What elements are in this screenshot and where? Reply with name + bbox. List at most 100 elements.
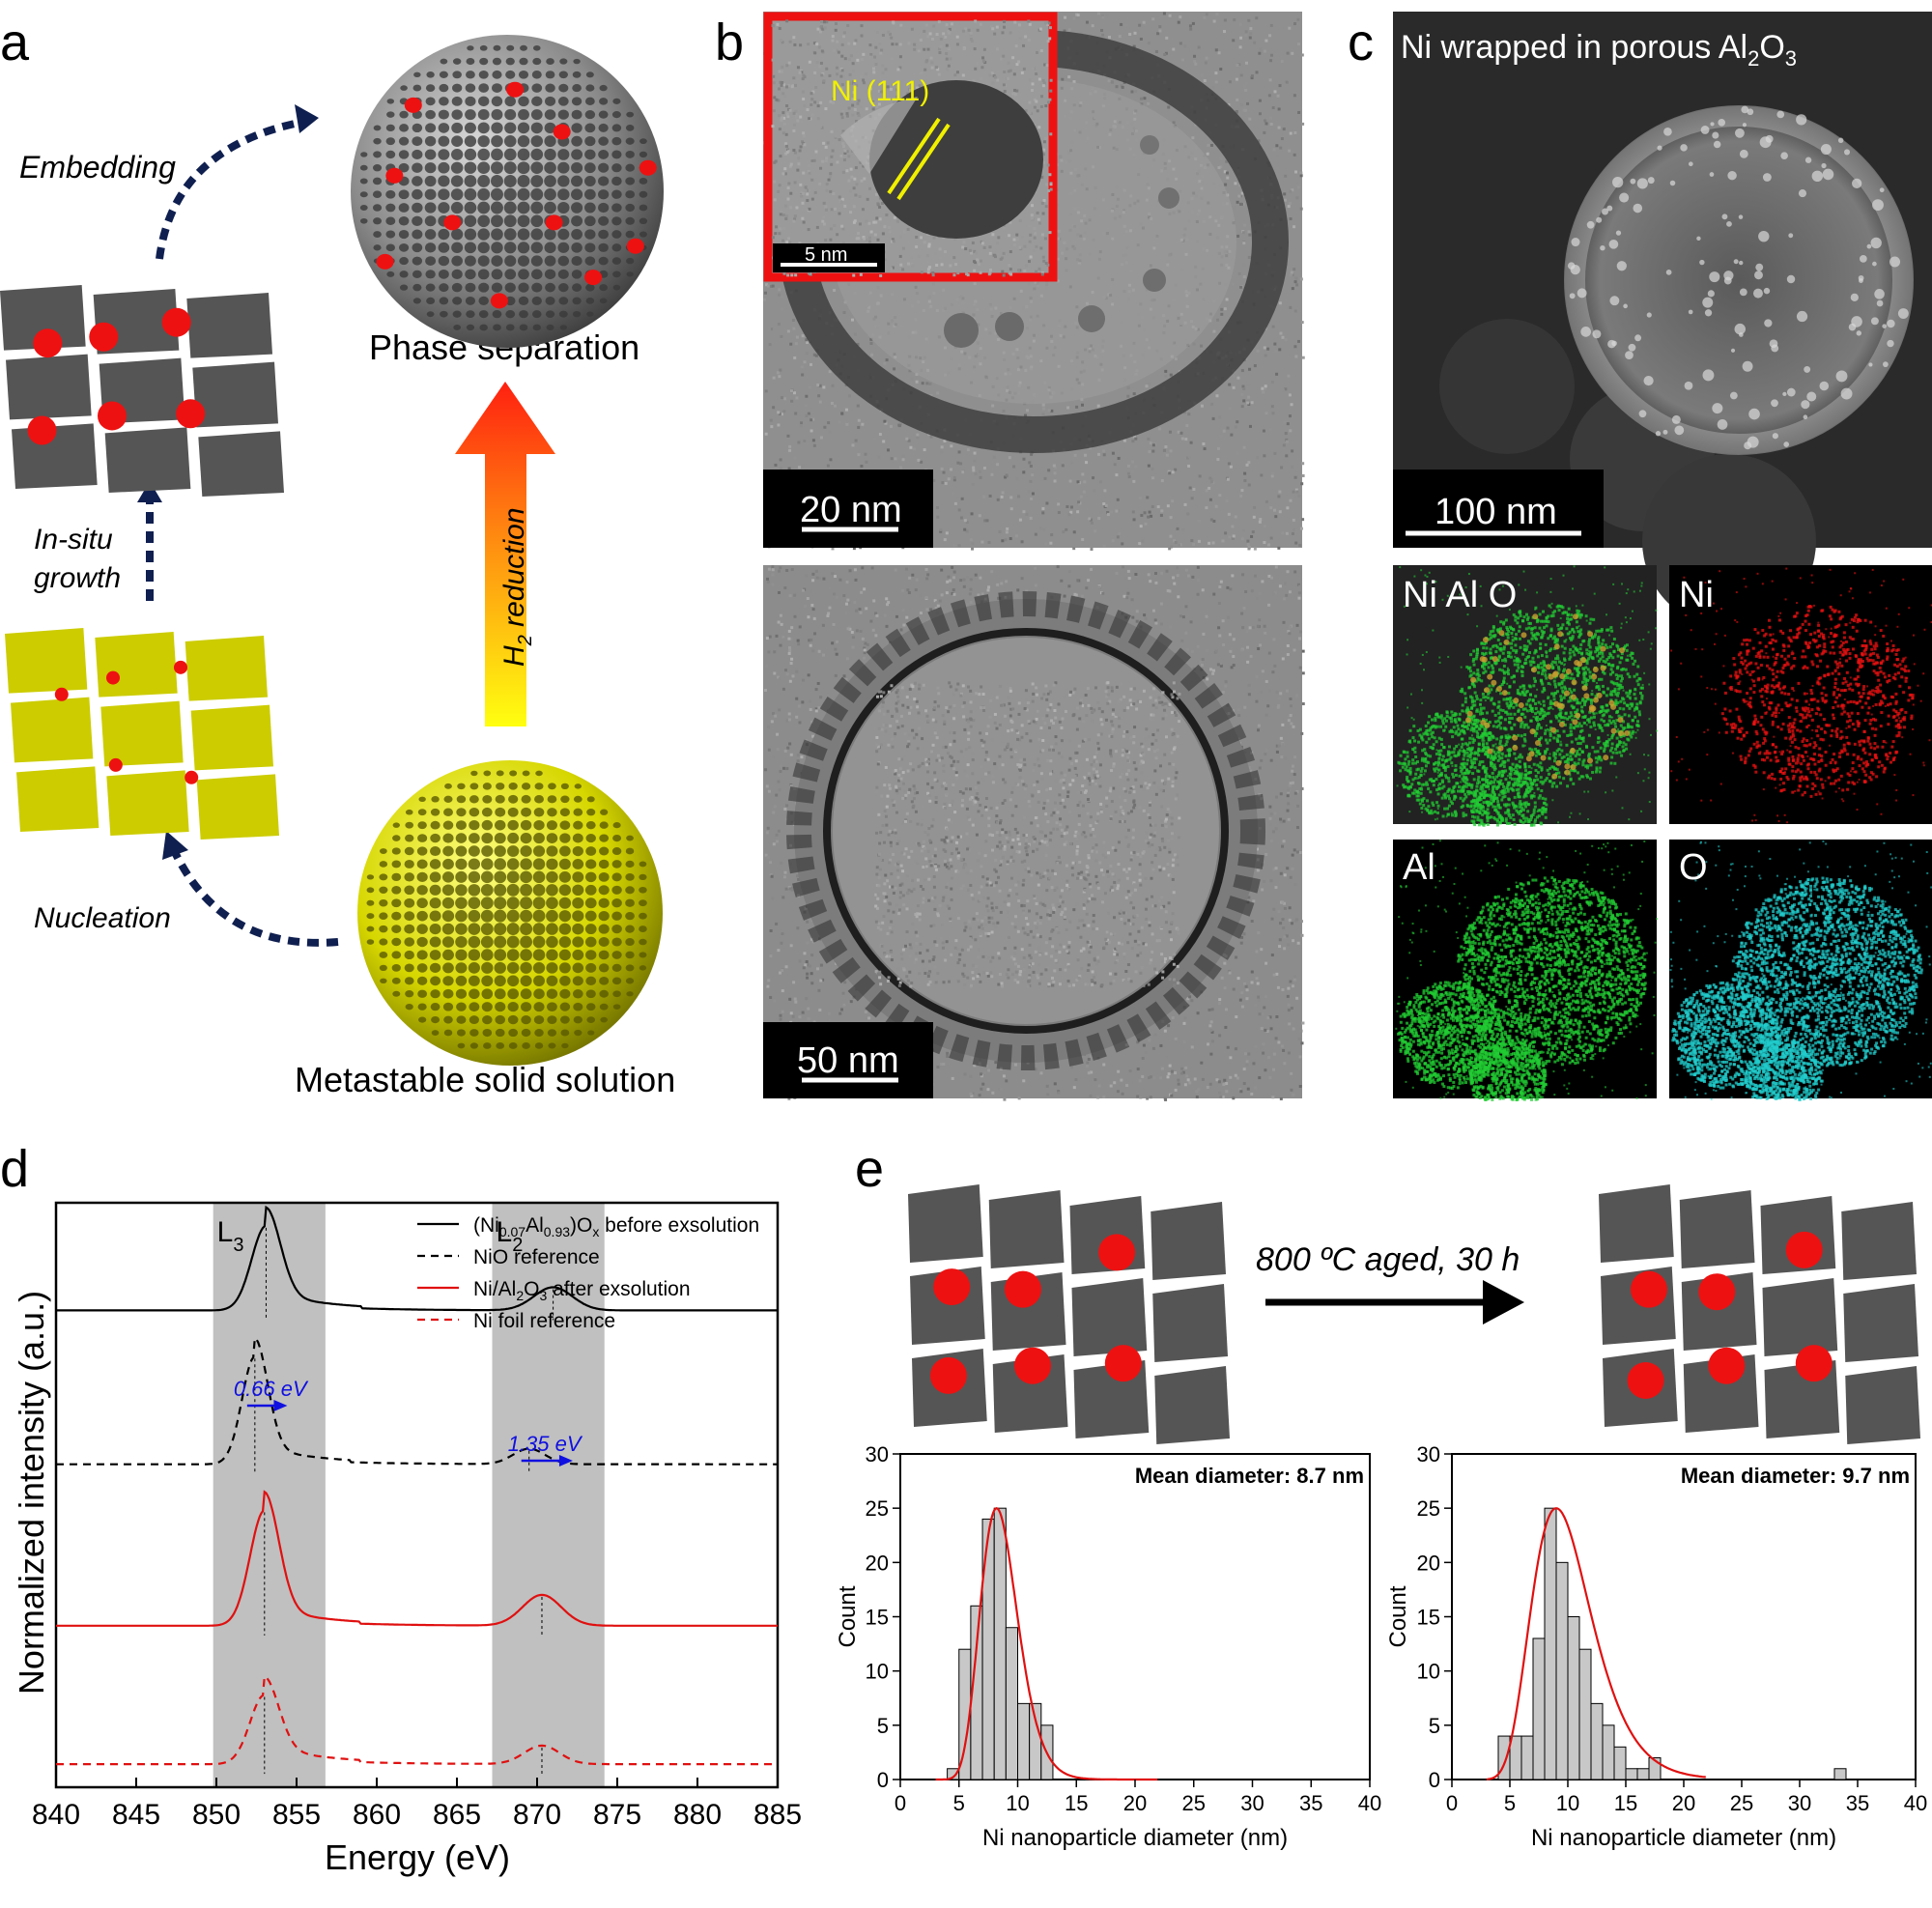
pore [517,201,530,214]
pore [530,187,544,201]
pore [584,110,596,120]
pore [416,885,428,896]
pore [611,150,622,159]
pore [442,1002,454,1011]
hist-ytick-label: 20 [866,1551,889,1575]
hist-xtick-label: 40 [1904,1791,1927,1815]
hist-ytick-label: 10 [866,1660,889,1684]
pore [494,923,507,936]
pore [558,297,569,305]
pore [598,859,610,869]
pore [430,820,440,830]
pore [571,149,583,160]
pore [611,951,622,959]
hist-xtick-label: 30 [1788,1791,1811,1815]
ni-particle [639,159,657,176]
pore [507,1002,519,1012]
lattice-cell [106,770,189,836]
pore [491,201,503,214]
pore [520,935,532,949]
pore [479,44,488,51]
pore [455,897,468,909]
pore [405,1004,413,1011]
panel-letter-a: a [0,14,30,71]
pore [561,1042,569,1049]
eds-map-o: O [1669,840,1932,1101]
pore [468,870,481,883]
pore [496,783,505,790]
pore [557,149,570,160]
lattice-cell [992,1354,1068,1433]
scale-bar-box-50nm [763,1022,933,1098]
pore [450,175,464,187]
pore [441,936,455,948]
panel-b: b 20 nm Ni (111) [715,12,1305,1101]
pore [491,214,503,228]
pore [430,1003,440,1011]
pore [530,148,544,161]
panel-letter-c: c [1348,14,1374,71]
edge-label-0: L3 [217,1216,244,1256]
pore [598,202,610,214]
pore [507,988,520,1000]
pore [494,897,507,910]
histogram-after: 0 5 10 15 20 25 30 35 40 0 5 10 15 20 25 30 Mean diamete… [1385,1442,1927,1851]
pore [572,910,584,922]
pore [455,988,468,999]
pore [520,845,532,857]
pore [559,808,570,817]
tem-image-bottom: 50 nm [763,565,1305,1101]
pore [544,161,556,174]
pore [379,848,387,854]
pore [496,1042,505,1049]
pore [533,988,545,1000]
pore [465,296,476,305]
pore [584,924,597,935]
pore [639,204,648,212]
pore [379,873,388,881]
pore [625,230,635,239]
pore [585,962,597,973]
pore [598,176,610,186]
pore [429,950,441,960]
pore [412,298,421,304]
pore [477,135,490,148]
pore [598,950,610,960]
pore [535,770,543,777]
pore [520,870,532,884]
pore [479,57,489,66]
pore [413,71,421,78]
lattice-cell [6,354,92,420]
hist-bar [1555,1561,1569,1780]
hist-bar [981,1518,995,1780]
pore [503,148,517,161]
pore [398,150,410,159]
pore [533,833,545,844]
pore [598,924,610,934]
pore [464,242,477,254]
pore [424,135,437,147]
lattice-cell [908,1184,983,1263]
pore [506,949,520,961]
pore [584,936,597,948]
hist-ytick-label: 5 [1429,1714,1440,1738]
ni-particle [376,253,394,270]
pore [530,135,543,148]
hist-xtick-label: 35 [1299,1791,1322,1815]
pore [468,845,480,857]
pore [545,297,555,305]
pore [558,310,568,318]
pore [571,215,583,227]
h2-reduction-label: H2 reduction [498,507,536,667]
pore [548,783,556,790]
pore [534,1029,544,1038]
lattice-cell [1845,1366,1920,1444]
xas-series-1 [56,1335,778,1466]
lattice-cell [1151,1202,1226,1280]
pore [450,188,464,201]
ni-particle [1104,1345,1142,1382]
pore [438,202,450,214]
pore [405,809,413,815]
pore [441,884,455,897]
pore [478,70,489,79]
